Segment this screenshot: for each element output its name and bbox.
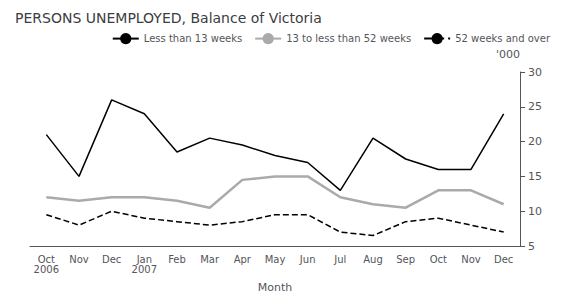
svg-text:Month: Month	[258, 281, 293, 294]
svg-text:2007: 2007	[132, 264, 157, 275]
svg-text:Jan: Jan	[136, 253, 152, 265]
svg-text:5: 5	[528, 240, 535, 253]
svg-text:Nov: Nov	[461, 254, 481, 265]
svg-text:15: 15	[528, 170, 542, 183]
svg-text:Dec: Dec	[102, 254, 121, 265]
svg-text:Feb: Feb	[168, 254, 186, 265]
svg-text:Jul: Jul	[333, 254, 346, 265]
svg-text:Oct: Oct	[37, 253, 55, 265]
svg-text:PERSONS UNEMPLOYED, Balance of: PERSONS UNEMPLOYED, Balance of Victoria	[15, 10, 322, 26]
svg-text:Dec: Dec	[494, 254, 513, 265]
svg-text:Apr: Apr	[234, 254, 252, 265]
svg-text:52 weeks and over: 52 weeks and over	[455, 33, 551, 44]
svg-text:Oct: Oct	[430, 254, 447, 265]
svg-text:May: May	[265, 254, 286, 265]
svg-text:2006: 2006	[34, 264, 59, 275]
svg-text:Aug: Aug	[363, 254, 383, 265]
svg-text:20: 20	[528, 135, 542, 148]
svg-text:Jun: Jun	[299, 254, 316, 265]
svg-text:13 to less than 52 weeks: 13 to less than 52 weeks	[286, 33, 411, 44]
svg-text:10: 10	[528, 205, 542, 218]
svg-text:'000: '000	[496, 48, 520, 61]
svg-text:25: 25	[528, 100, 542, 113]
svg-text:30: 30	[528, 66, 542, 79]
svg-text:Mar: Mar	[200, 254, 220, 265]
svg-text:Sep: Sep	[396, 254, 415, 265]
svg-text:Nov: Nov	[69, 254, 89, 265]
svg-text:Less than 13 weeks: Less than 13 weeks	[144, 33, 242, 44]
